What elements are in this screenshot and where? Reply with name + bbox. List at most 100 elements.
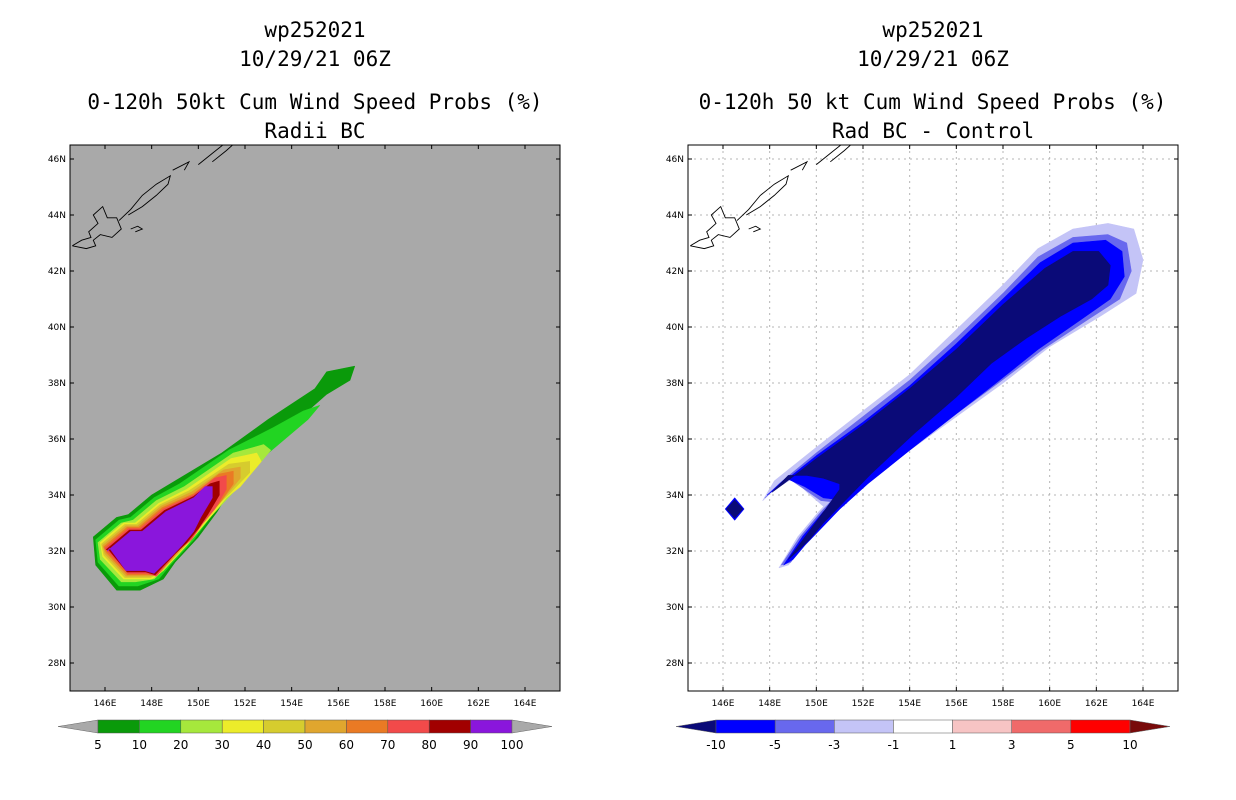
left-xtick-label-7: 160E [420, 699, 443, 709]
right-ytick-label-1: 30N [666, 603, 684, 613]
left-xtick-label-2: 150E [187, 699, 210, 709]
left-coastline-1 [118, 174, 172, 221]
left-map-chart: 146E 148E 150E 152E 154E 156E 158E 160E 162E 164E… [48, 144, 561, 752]
left-colorbar-label-3: 30 [215, 738, 230, 752]
left-colorbar-swatch-0 [97, 719, 140, 734]
right-xtick-label-7: 160E [1038, 699, 1061, 709]
right-xtick-label-5: 156E [945, 699, 968, 709]
left-colorbar-label-10: 100 [501, 738, 524, 752]
left-colorbar-swatch-4 [263, 719, 306, 734]
left-colorbar-label-4: 40 [256, 738, 271, 752]
left-colorbar-swatch-9 [470, 719, 513, 734]
right-plot-frame [687, 144, 1179, 692]
left-colorbar-swatch-6 [346, 719, 389, 734]
left-xtick-label-8: 162E [467, 699, 490, 709]
left-ytick-label-7: 42N [48, 267, 66, 277]
left-colorbar-over-arrow [511, 719, 553, 734]
left-storm-id: wp252021 [264, 18, 366, 42]
right-colorbar-label-5: 3 [1008, 738, 1016, 752]
right-ytick-label-7: 42N [666, 267, 684, 277]
left-ytick-label-1: 30N [48, 603, 66, 613]
right-chart-subtitle: Rad BC - Control [831, 119, 1035, 143]
left-ytick-label-4: 36N [48, 435, 66, 445]
left-xtick-label-4: 154E [280, 699, 303, 709]
left-colorbar-label-9: 90 [463, 738, 478, 752]
right-ytick-label-5: 38N [666, 379, 684, 389]
right-colorbar-swatch-6 [1070, 719, 1131, 734]
right-xtick-label-8: 162E [1085, 699, 1108, 709]
left-colorbar-label-5: 50 [297, 738, 312, 752]
right-contours [690, 145, 1144, 569]
left-coastline-2 [130, 225, 144, 233]
left-colorbar-label-1: 10 [132, 738, 147, 752]
left-plot-background [70, 145, 560, 691]
left-colorbar-under-arrow [57, 719, 99, 734]
right-coastline-4 [816, 145, 852, 165]
left-xtick-label-6: 158E [374, 699, 397, 709]
left-colorbar-swatch-3 [221, 719, 264, 734]
left-contour-9 [107, 486, 213, 574]
left-contours [72, 145, 356, 591]
left-ytick-label-6: 40N [48, 323, 66, 333]
left-xtick-label-5: 156E [327, 699, 350, 709]
right-chart-title: 0-120h 50 kt Cum Wind Speed Probs (%) [698, 90, 1167, 114]
left-colorbar-label-6: 60 [339, 738, 354, 752]
left-plot-frame [69, 144, 561, 692]
left-colorbar-swatch-7 [387, 719, 430, 734]
right-map-chart: 146E 148E 150E 152E 154E 156E 158E 160E 162E 164E… [666, 144, 1179, 752]
right-colorbar-label-0: -10 [706, 738, 726, 752]
right-colorbar-swatch-4 [952, 719, 1012, 734]
right-xtick-label-2: 150E [805, 699, 828, 709]
right-xtick-label-4: 154E [898, 699, 921, 709]
right-coastline-0 [690, 205, 740, 250]
right-coastline-2 [748, 225, 762, 233]
right-colorbar-label-7: 10 [1122, 738, 1137, 752]
left-coastline-3 [172, 160, 191, 171]
left-colorbar-swatch-5 [304, 719, 347, 734]
left-chart-subtitle: Radii BC [264, 119, 366, 143]
left-chart-title: 0-120h 50kt Cum Wind Speed Probs (%) [87, 90, 543, 114]
right-ytick-label-8: 44N [666, 211, 684, 221]
left-coastline-4 [198, 145, 234, 165]
left-xtick-label-0: 146E [94, 699, 117, 709]
left-colorbar-swatch-1 [139, 719, 182, 734]
left-colorbar: 5 10 20 30 40 50 60 70 80 90 100 [57, 719, 553, 752]
left-colorbar-label-7: 70 [380, 738, 395, 752]
right-storm-id: wp252021 [882, 18, 984, 42]
left-coastline-0 [72, 205, 122, 250]
right-datetime: 10/29/21 06Z [857, 47, 1009, 71]
right-colorbar-label-1: -5 [769, 738, 781, 752]
right-colorbar-label-3: -1 [887, 738, 899, 752]
left-colorbar-label-8: 80 [422, 738, 437, 752]
left-ytick-label-0: 28N [48, 659, 66, 669]
right-colorbar-label-4: 1 [949, 738, 957, 752]
left-ytick-label-9: 46N [48, 155, 66, 165]
right-coastline-3 [790, 160, 809, 171]
right-colorbar-over-arrow [1129, 719, 1171, 734]
left-colorbar-label-0: 5 [94, 738, 102, 752]
right-xtick-label-1: 148E [758, 699, 781, 709]
right-colorbar-swatch-2 [834, 719, 894, 734]
right-ytick-label-3: 34N [666, 491, 684, 501]
left-xtick-label-3: 152E [234, 699, 257, 709]
right-ytick-label-6: 40N [666, 323, 684, 333]
right-colorbar: -10 -5 -3 -1 1 3 5 10 [675, 719, 1171, 752]
left-datetime: 10/29/21 06Z [239, 47, 391, 71]
right-xtick-label-3: 152E [852, 699, 875, 709]
left-colorbar-swatch-8 [428, 719, 471, 734]
right-colorbar-label-6: 5 [1067, 738, 1075, 752]
right-colorbar-label-2: -3 [828, 738, 840, 752]
right-coastline-1 [736, 174, 790, 221]
right-colorbar-swatch-0 [715, 719, 776, 734]
right-ytick-label-0: 28N [666, 659, 684, 669]
right-ytick-label-4: 36N [666, 435, 684, 445]
right-colorbar-swatch-3 [893, 719, 953, 734]
right-xtick-label-6: 158E [992, 699, 1015, 709]
left-ytick-label-2: 32N [48, 547, 66, 557]
right-contour-4 [771, 251, 1111, 560]
right-xtick-label-0: 146E [712, 699, 735, 709]
right-ytick-label-9: 46N [666, 155, 684, 165]
left-ytick-label-8: 44N [48, 211, 66, 221]
left-ytick-label-5: 38N [48, 379, 66, 389]
right-contour-5 [726, 499, 744, 519]
